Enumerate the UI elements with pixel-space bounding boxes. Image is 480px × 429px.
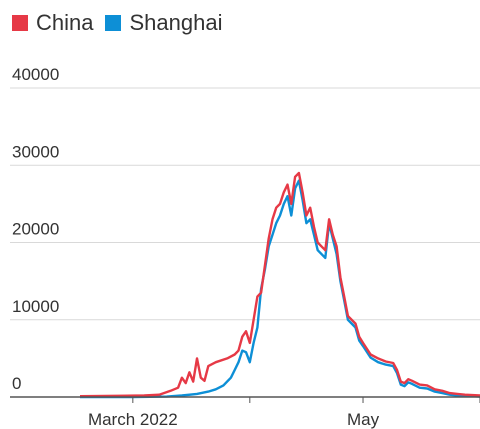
y-tick-label-40000: 40000 — [12, 65, 59, 84]
y-tick-label-0: 0 — [12, 374, 21, 393]
series-line-shanghai — [80, 179, 480, 399]
x-tick-label-2: May — [347, 410, 380, 429]
tick-labels: 0 10000 20000 30000 40000 March 2022 May — [12, 65, 380, 429]
legend-swatch-china — [12, 15, 28, 31]
chart-legend: China Shanghai — [12, 8, 222, 38]
grid-lines — [10, 87, 480, 321]
legend-item-china: China — [12, 10, 93, 36]
series-lines — [79, 171, 480, 399]
series-line-china — [79, 171, 480, 398]
x-tick-label-0: March 2022 — [88, 410, 178, 429]
legend-item-shanghai: Shanghai — [105, 10, 222, 36]
legend-label-china: China — [36, 10, 94, 35]
y-tick-label-20000: 20000 — [12, 220, 59, 239]
y-tick-label-10000: 10000 — [12, 297, 59, 316]
y-tick-label-30000: 30000 — [12, 142, 59, 161]
x-axis — [10, 396, 480, 403]
legend-swatch-shanghai — [105, 15, 122, 31]
legend-label-shanghai: Shanghai — [129, 10, 223, 35]
